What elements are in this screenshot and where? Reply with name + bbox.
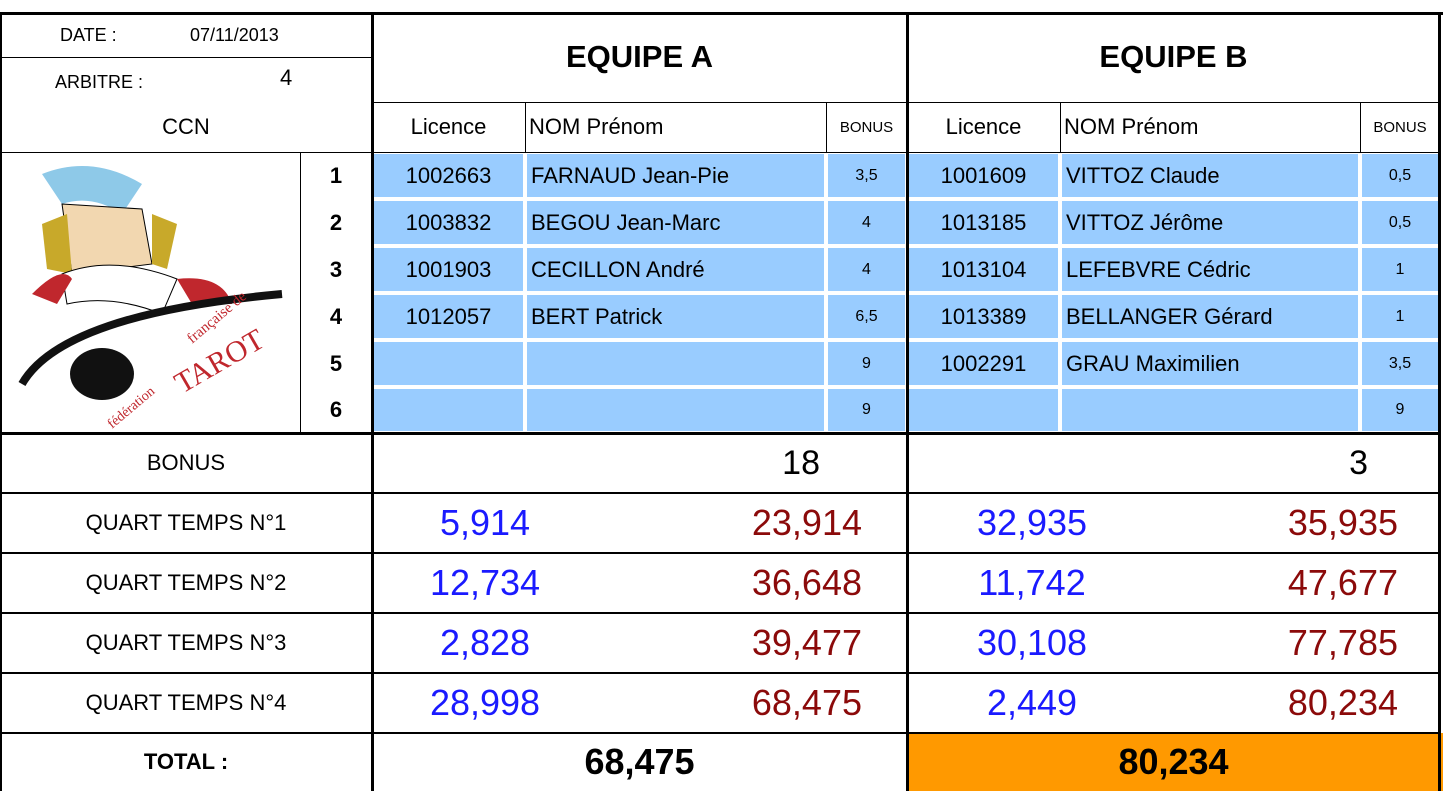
- date-label: DATE :: [60, 14, 160, 56]
- player-bonus: 9: [826, 340, 907, 387]
- licence: 1002663: [372, 152, 525, 199]
- player-bonus: 0,5: [1360, 199, 1440, 246]
- row-number: 6: [300, 387, 372, 433]
- quarter-label: QUART TEMPS N°3: [0, 613, 372, 673]
- quarter-cumulative: 80,234: [907, 673, 1398, 733]
- licence: 1013185: [907, 199, 1060, 246]
- quarter-cumulative: 77,785: [907, 613, 1398, 673]
- arbitre-label: ARBITRE :: [55, 62, 175, 102]
- score-sheet: française de TAROT fédération DATE : 07/1…: [0, 0, 1443, 791]
- licence: [907, 387, 1060, 433]
- player-bonus: 3,5: [1360, 340, 1440, 387]
- logo-collar: [62, 265, 177, 314]
- player-name: [525, 387, 826, 433]
- player-name: CECILLON André: [525, 246, 826, 293]
- arbitre-value: 4: [280, 58, 310, 98]
- column-header: NOM Prénom: [525, 102, 826, 152]
- player-name: VITTOZ Claude: [1060, 152, 1360, 199]
- column-header: BONUS: [1360, 102, 1440, 152]
- quarter-cumulative: 23,914: [372, 493, 862, 553]
- logo-lute: [70, 348, 134, 400]
- row-number: 3: [300, 246, 372, 293]
- team-total: 80,234: [907, 733, 1440, 791]
- player-name: FARNAUD Jean-Pie: [525, 152, 826, 199]
- row-number: 5: [300, 340, 372, 387]
- row-number: 1: [300, 152, 372, 199]
- bonus-total: 18: [372, 433, 820, 493]
- quarter-cumulative: 36,648: [372, 553, 862, 613]
- player-name: BEGOU Jean-Marc: [525, 199, 826, 246]
- player-bonus: 1: [1360, 246, 1440, 293]
- player-name: BELLANGER Gérard: [1060, 293, 1360, 340]
- player-bonus: 3,5: [826, 152, 907, 199]
- licence: 1013389: [907, 293, 1060, 340]
- player-name: VITTOZ Jérôme: [1060, 199, 1360, 246]
- player-name: [525, 340, 826, 387]
- team-name: EQUIPE B: [907, 12, 1440, 102]
- logo-hair: [152, 214, 177, 269]
- grid-line: [0, 57, 372, 58]
- player-bonus: 0,5: [1360, 152, 1440, 199]
- licence: 1001609: [907, 152, 1060, 199]
- licence: [372, 340, 525, 387]
- date-value: 07/11/2013: [190, 14, 340, 56]
- player-bonus: 4: [826, 199, 907, 246]
- total-label: TOTAL :: [0, 733, 372, 791]
- player-name: BERT Patrick: [525, 293, 826, 340]
- player-bonus: 9: [1360, 387, 1440, 433]
- quarter-cumulative: 47,677: [907, 553, 1398, 613]
- licence: 1002291: [907, 340, 1060, 387]
- column-header: Licence: [372, 102, 525, 152]
- quarter-label: QUART TEMPS N°4: [0, 673, 372, 733]
- quarter-cumulative: 35,935: [907, 493, 1398, 553]
- row-number: 4: [300, 293, 372, 340]
- quarter-label: QUART TEMPS N°2: [0, 553, 372, 613]
- logo-face: [62, 204, 152, 274]
- player-bonus: 1: [1360, 293, 1440, 340]
- player-bonus: 6,5: [826, 293, 907, 340]
- column-header: BONUS: [826, 102, 907, 152]
- licence: 1001903: [372, 246, 525, 293]
- quarter-label: QUART TEMPS N°1: [0, 493, 372, 553]
- logo: française de TAROT fédération: [2, 154, 298, 432]
- team-name: EQUIPE A: [372, 12, 907, 102]
- player-bonus: 9: [826, 387, 907, 433]
- licence: [372, 387, 525, 433]
- column-header: NOM Prénom: [1060, 102, 1360, 152]
- team-total: 68,475: [372, 733, 907, 791]
- licence: 1012057: [372, 293, 525, 340]
- player-name: GRAU Maximilien: [1060, 340, 1360, 387]
- column-header: Licence: [907, 102, 1060, 152]
- licence: 1003832: [372, 199, 525, 246]
- club-name: CCN: [0, 102, 372, 152]
- row-number: 2: [300, 199, 372, 246]
- quarter-cumulative: 39,477: [372, 613, 862, 673]
- player-bonus: 4: [826, 246, 907, 293]
- bonus-total: 3: [907, 433, 1368, 493]
- player-name: [1060, 387, 1360, 433]
- quarter-cumulative: 68,475: [372, 673, 862, 733]
- logo-hair: [42, 214, 72, 274]
- bonus-label: BONUS: [0, 433, 372, 493]
- licence: 1013104: [907, 246, 1060, 293]
- player-name: LEFEBVRE Cédric: [1060, 246, 1360, 293]
